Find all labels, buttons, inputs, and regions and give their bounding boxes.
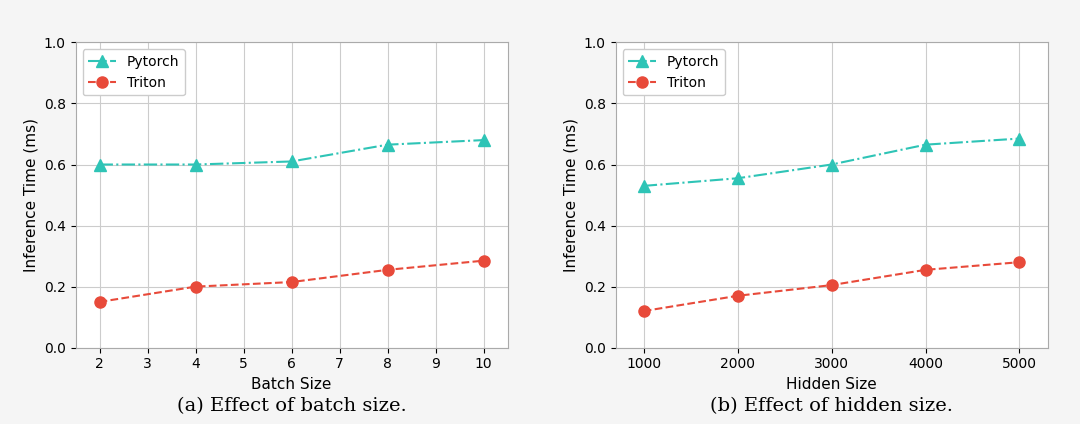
Triton [93,299,106,304]
Pytorch [477,137,490,142]
X-axis label: Hidden Size: Hidden Size [786,377,877,392]
Triton [285,279,298,285]
Pytorch [1013,136,1026,141]
Triton [477,258,490,263]
Pytorch [285,159,298,164]
Pytorch [637,183,650,188]
Pytorch [825,162,838,167]
Triton [381,267,394,272]
Line: Pytorch: Pytorch [94,134,489,170]
Triton [637,309,650,314]
Legend: Pytorch, Triton: Pytorch, Triton [622,49,725,95]
Triton [825,282,838,287]
Triton [919,267,932,272]
Pytorch [731,176,744,181]
Pytorch [919,142,932,147]
Text: (a) Effect of batch size.: (a) Effect of batch size. [177,397,406,415]
Pytorch [189,162,202,167]
X-axis label: Batch Size: Batch Size [252,377,332,392]
Triton [189,284,202,289]
Legend: Pytorch, Triton: Pytorch, Triton [82,49,185,95]
Y-axis label: Inference Time (ms): Inference Time (ms) [564,118,578,272]
Text: (b) Effect of hidden size.: (b) Effect of hidden size. [711,397,954,415]
Line: Pytorch: Pytorch [638,133,1025,192]
Triton [1013,259,1026,265]
Line: Triton: Triton [638,257,1025,317]
Triton [731,293,744,298]
Pytorch [381,142,394,147]
Line: Triton: Triton [94,255,489,307]
Y-axis label: Inference Time (ms): Inference Time (ms) [24,118,38,272]
Pytorch [93,162,106,167]
